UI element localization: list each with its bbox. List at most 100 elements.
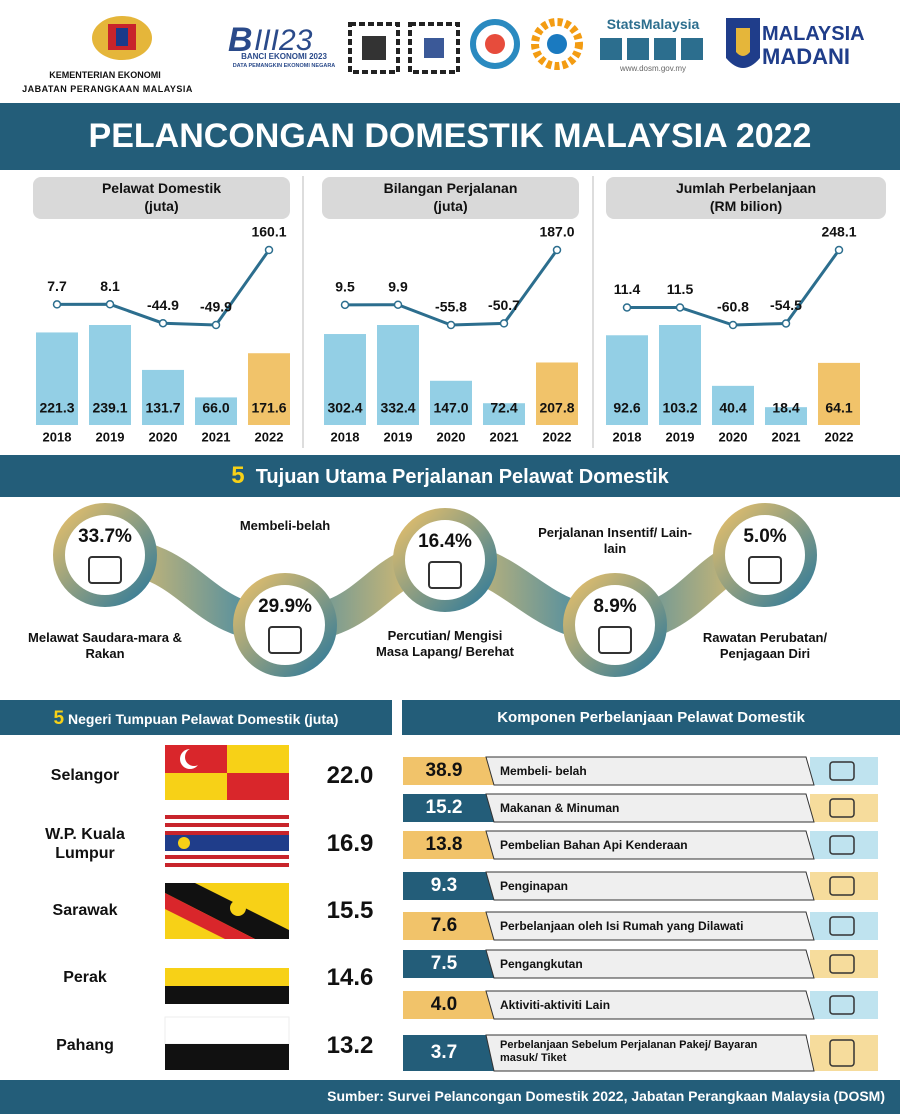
- component-icon: [829, 916, 855, 936]
- qr-codes: [348, 22, 460, 74]
- component-value: 13.8: [425, 834, 463, 855]
- purpose-ring: [713, 503, 817, 607]
- purpose-icon: [428, 561, 462, 589]
- chart-title: Bilangan Perjalanan: [383, 180, 518, 196]
- line-label: 248.1: [821, 224, 856, 240]
- svg-text:B: B: [228, 21, 253, 59]
- source: Sumber: Survei Pelancongan Domestik 2022…: [327, 1088, 885, 1104]
- census-tagline: DATA PEMANGKIN EKONOMI NEGARA: [232, 63, 336, 69]
- components-title: Komponen Perbelanjaan Pelawat Domestik: [497, 709, 805, 726]
- line-point: [264, 245, 274, 255]
- component-value: 7.5: [430, 953, 458, 974]
- state-name: Pahang: [56, 1037, 114, 1054]
- line-point: [499, 319, 509, 328]
- component-value: 9.3: [430, 875, 458, 896]
- state-name: Sarawak: [52, 902, 118, 919]
- purpose-label: Melawat Saudara-mara & Rakan: [28, 630, 182, 661]
- bar: [818, 362, 860, 425]
- x-tick-label: 2021: [202, 429, 231, 444]
- line-point: [728, 320, 738, 330]
- purpose-icon: [268, 626, 302, 654]
- x-tick-label: 2021: [490, 429, 519, 444]
- bar: [483, 403, 525, 425]
- line-point: [105, 300, 115, 309]
- component-label: Penginapan: [500, 879, 569, 893]
- madani-logo: [726, 18, 760, 68]
- x-tick-label: 2020: [719, 429, 748, 444]
- svg-text:III23: III23: [254, 24, 313, 57]
- bar-label: 103.2: [662, 400, 697, 416]
- partner-logos: [470, 18, 583, 70]
- line-label: -60.8: [717, 299, 749, 315]
- state-value: 15.5: [326, 897, 374, 924]
- component-label-box: [485, 756, 815, 786]
- page-title: PELANCONGAN DOMESTIK MALAYSIA 2022: [88, 117, 812, 155]
- line-label: -50.7: [488, 297, 520, 313]
- state-value: 13.2: [326, 1032, 374, 1059]
- component-icon-box: [810, 950, 878, 978]
- bar-label: 64.1: [825, 400, 852, 416]
- component-value: 7.6: [430, 915, 458, 936]
- purpose-label: Rawatan Perubatan/ Penjagaan Diri: [702, 630, 828, 661]
- component-label: Membeli- belah: [500, 764, 587, 778]
- states-number: 5: [53, 708, 65, 729]
- purpose-percent: 5.0%: [743, 526, 786, 547]
- x-tick-label: 2022: [255, 429, 284, 444]
- component-value-box: [403, 950, 495, 978]
- department: JABATAN PERANGKAAN MALAYSIA: [22, 84, 193, 94]
- bar: [36, 332, 78, 425]
- bar-label: 147.0: [433, 400, 468, 416]
- states-heading: 5 Negeri Tumpuan Pelawat Domestik (juta): [0, 708, 392, 731]
- census-logo: B III23: [228, 21, 313, 59]
- purposes-heading: 5 Tujuan Utama Perjalanan Pelawat Domest…: [0, 462, 900, 491]
- flag-perak: [165, 950, 289, 1004]
- x-tick-label: 2019: [384, 429, 413, 444]
- bar: [248, 353, 290, 425]
- coat-of-arms: [92, 16, 152, 60]
- x-tick-label: 2022: [543, 429, 572, 444]
- flag-sarawak: [165, 883, 289, 939]
- component-value: 38.9: [425, 760, 463, 781]
- component-value: 4.0: [430, 994, 458, 1015]
- component-icon-box: [810, 757, 878, 785]
- bar: [430, 380, 472, 425]
- x-tick-label: 2021: [772, 429, 801, 444]
- states-title: Negeri Tumpuan Pelawat Domestik (juta): [68, 711, 339, 727]
- title-band: [0, 103, 900, 170]
- panel-header: [606, 177, 886, 219]
- line: [56, 249, 271, 327]
- component-icon: [829, 761, 855, 781]
- component-icon-box: [810, 1035, 878, 1071]
- component-icon: [829, 995, 855, 1015]
- purpose-label: Perjalanan Insentif/ Lain-lain: [538, 525, 692, 556]
- census-name: BANCI EKONOMI 2023: [241, 52, 327, 61]
- panel-header: [322, 177, 579, 219]
- line-label: 8.1: [100, 278, 120, 294]
- line-label: -55.8: [435, 299, 467, 315]
- line-point: [158, 318, 168, 328]
- component-icon-box: [810, 991, 878, 1019]
- state-value: 22.0: [326, 762, 374, 789]
- component-label: Makanan & Minuman: [500, 801, 620, 815]
- x-tick-label: 2018: [613, 429, 642, 444]
- madani-line1: MALAYSIA: [762, 23, 865, 45]
- stats-brand: StatsMalaysia: [606, 16, 700, 32]
- component-value: 3.7: [430, 1042, 458, 1063]
- line-label: -54.5: [770, 297, 802, 313]
- bar-label: 92.6: [613, 400, 640, 416]
- components-header: [402, 700, 900, 735]
- component-label-box: [485, 990, 815, 1020]
- state-name: Perak: [63, 969, 107, 986]
- bar-label: 72.4: [490, 400, 517, 416]
- x-tick-label: 2018: [331, 429, 360, 444]
- bar: [195, 397, 237, 425]
- section-band: [0, 455, 900, 497]
- bar: [536, 362, 578, 425]
- component-label-box: [485, 830, 815, 860]
- purposes-title: Tujuan Utama Perjalanan Pelawat Domestik: [255, 466, 669, 488]
- purpose-percent: 8.9%: [593, 596, 636, 617]
- line-point: [781, 319, 791, 328]
- madani-line2: MADANI: [762, 44, 850, 69]
- bar: [712, 385, 754, 425]
